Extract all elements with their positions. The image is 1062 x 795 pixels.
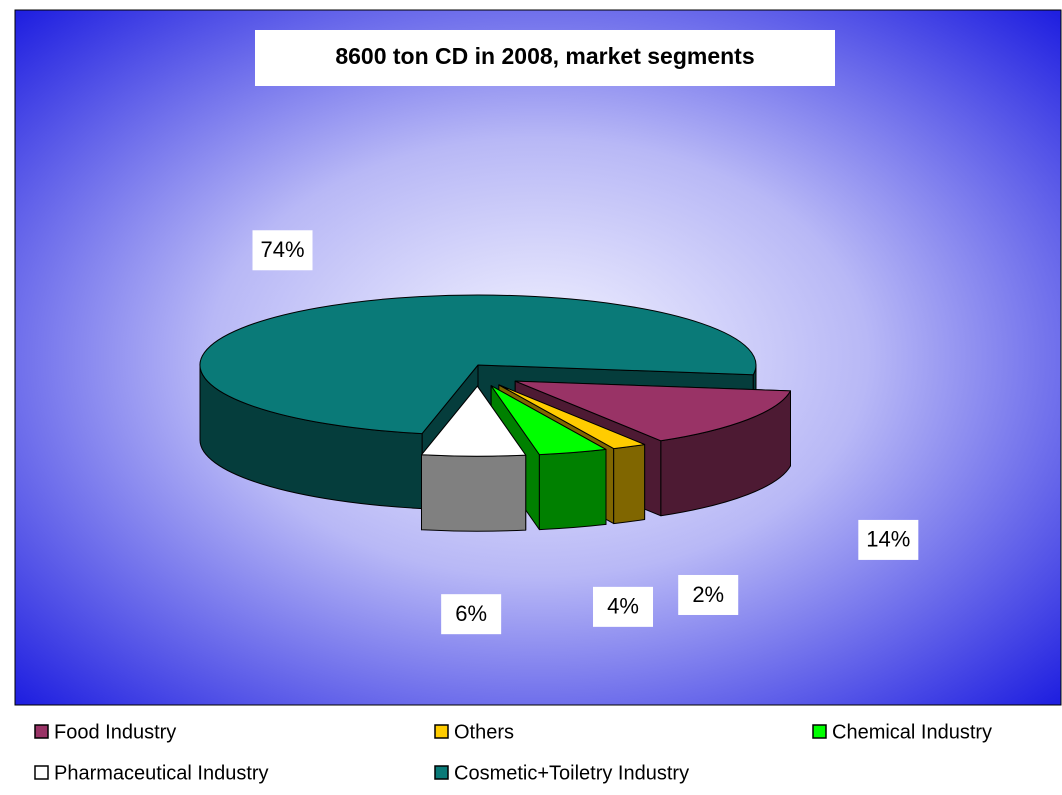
slice-wall (421, 454, 527, 532)
data-label-box (858, 519, 919, 560)
data-label-box (441, 594, 502, 635)
pie (199, 294, 791, 532)
data-label: 74% (260, 237, 304, 262)
legend-swatch (34, 724, 49, 739)
slice-wall (613, 444, 646, 525)
data-label: 4% (607, 594, 639, 619)
chart-title: 8600 ton CD in 2008, market segments (335, 43, 754, 69)
slice-wall (538, 448, 607, 531)
data-label-box (252, 230, 313, 271)
title-box (255, 30, 835, 86)
legend-swatch (34, 765, 49, 780)
data-label: 14% (866, 527, 910, 552)
legend-swatch (434, 765, 449, 780)
legend-label: Others (454, 721, 514, 743)
slice-top (490, 385, 607, 456)
legend-label: Pharmaceutical Industry (54, 762, 269, 784)
legend-swatch (434, 724, 449, 739)
legend-label: Food Industry (54, 721, 176, 743)
data-label: 6% (455, 601, 487, 626)
data-label-box (678, 574, 739, 615)
slice-top (199, 294, 757, 435)
legend-swatch (812, 724, 827, 739)
data-label-box (593, 586, 654, 627)
legend-label: Chemical Industry (832, 721, 992, 743)
data-label: 2% (692, 582, 724, 607)
slice-top (498, 384, 646, 450)
slice-top (514, 380, 791, 442)
legend-label: Cosmetic+Toiletry Industry (454, 762, 689, 784)
slice-top (421, 385, 527, 457)
